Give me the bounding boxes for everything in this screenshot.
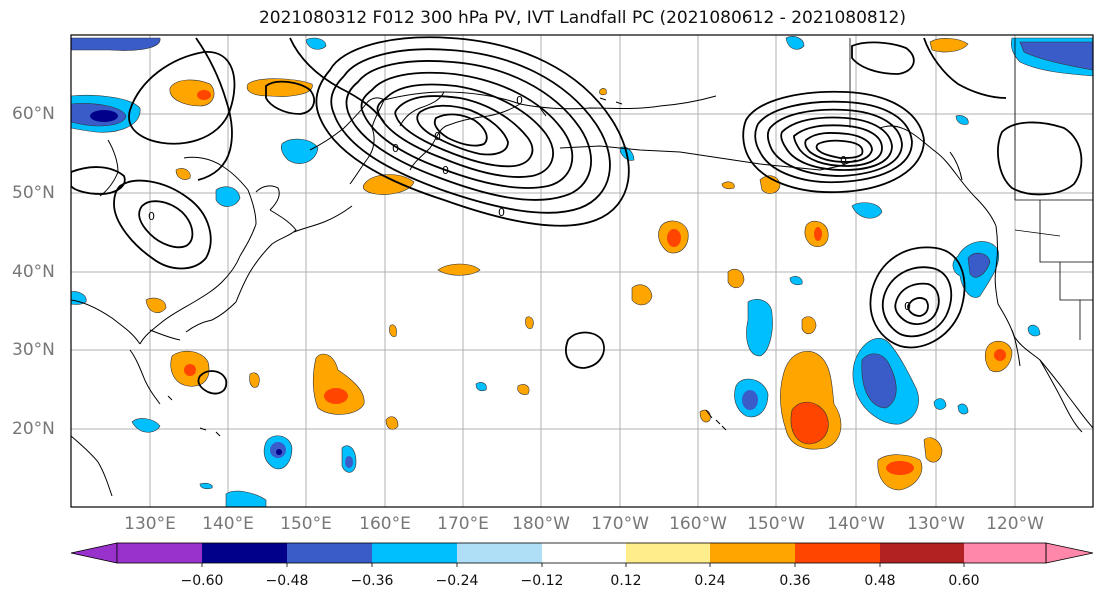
lon-label: 150°W (747, 514, 805, 534)
colorbar-segment (880, 543, 964, 563)
ivt-contours (71, 36, 1083, 395)
colorbar-segment (710, 543, 795, 563)
map-frame (70, 34, 1094, 508)
contour-label: 0 (392, 142, 399, 155)
lon-label: 150°E (280, 514, 332, 534)
pv-negative-areas (71, 36, 1093, 507)
contour-label: 0 (434, 130, 441, 143)
colorbar-tick-label: −0.24 (435, 573, 479, 589)
contour-label: 0 (904, 300, 911, 313)
colorbar-outline (116, 542, 1047, 564)
lat-label: 50°N (12, 183, 55, 203)
lon-label: 170°E (437, 514, 489, 534)
contour-label: 0 (148, 210, 155, 223)
colorbar-segment (542, 543, 626, 563)
colorbar-extend-high (1045, 542, 1094, 564)
colorbar-tick-label: 0.12 (610, 573, 642, 589)
contour-label: 0 (840, 154, 847, 167)
lon-label: 130°E (124, 514, 176, 534)
colorbar-segment (202, 543, 287, 563)
contour-label: 0 (516, 94, 523, 107)
colorbar-segment (457, 543, 542, 563)
chart-title: 2021080312 F012 300 hPa PV, IVT Landfall… (258, 8, 906, 28)
contour-label: 0 (442, 164, 449, 177)
lat-label: 60°N (12, 104, 55, 124)
borders (849, 38, 1093, 340)
lat-label: 40°N (12, 262, 55, 282)
colorbar-tick-label: −0.48 (265, 573, 309, 589)
colorbar (70, 542, 1094, 567)
lon-label: 180°W (512, 514, 570, 534)
lon-label: 160°W (669, 514, 727, 534)
colorbar-tick-label: −0.12 (520, 573, 564, 589)
colorbar-segment (372, 543, 457, 563)
lat-label: 30°N (12, 340, 55, 360)
lon-label: 140°W (827, 514, 885, 534)
contour-labels: 0 0 0 0 0 0 0 0 (148, 94, 911, 313)
lon-label: 120°W (986, 514, 1044, 534)
lat-label: 20°N (12, 419, 55, 439)
colorbar-tick-label: 0.24 (694, 573, 726, 589)
colorbar-tick-label: 0.48 (864, 573, 896, 589)
pv-positive-areas (145, 38, 1013, 491)
colorbar-segment (117, 543, 202, 563)
lon-label: 130°W (907, 514, 965, 534)
colorbar-segment (964, 543, 1046, 563)
colorbar-tick-label: −0.36 (350, 573, 394, 589)
colorbar-tick-label: 0.36 (779, 573, 811, 589)
lon-label: 170°W (591, 514, 649, 534)
contour-label: 0 (498, 206, 505, 219)
colorbar-tick-label: 0.60 (948, 573, 980, 589)
lon-label: 160°E (359, 514, 411, 534)
colorbar-segment (287, 543, 372, 563)
colorbar-tick-label: −0.60 (180, 573, 224, 589)
colorbar-segment (795, 543, 880, 563)
colorbar-segment (626, 543, 710, 563)
colorbar-extend-low (70, 542, 118, 564)
coastlines (71, 91, 1093, 497)
lon-label: 140°E (202, 514, 254, 534)
